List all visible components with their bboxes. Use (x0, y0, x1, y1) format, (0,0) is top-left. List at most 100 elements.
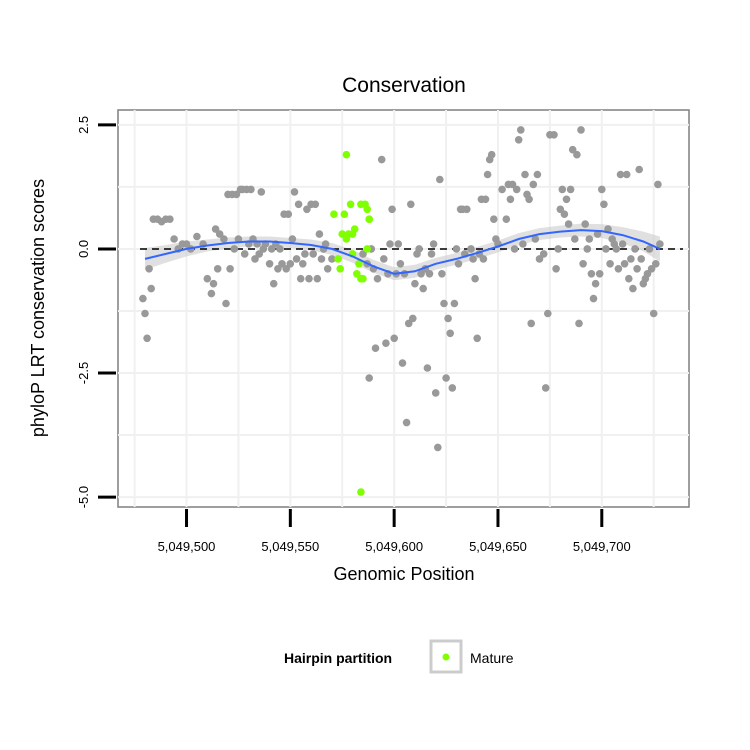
point-mature (363, 205, 372, 214)
point-mature (363, 245, 372, 253)
point-other (463, 205, 471, 214)
point-other (649, 309, 658, 318)
point-other (419, 284, 428, 293)
point-other (220, 235, 228, 243)
point-other (234, 235, 243, 243)
point-other (602, 245, 610, 253)
point-other (487, 150, 496, 159)
point-other (317, 255, 326, 263)
point-other (654, 180, 662, 189)
point-other (288, 235, 297, 243)
x-tick-label: 5,049,700 (573, 539, 631, 554)
point-other (591, 279, 600, 288)
point-other (371, 344, 380, 353)
point-mature (346, 200, 355, 209)
point-other (446, 329, 455, 338)
point-other (411, 279, 419, 288)
point-other (207, 289, 216, 298)
point-other (577, 126, 585, 134)
point-other (309, 250, 318, 258)
point-other (407, 200, 415, 209)
data-points (139, 126, 664, 496)
point-other (141, 309, 149, 318)
point-other (294, 200, 303, 209)
point-other (467, 245, 475, 253)
point-other (276, 245, 284, 253)
point-other (315, 230, 324, 238)
point-other (558, 185, 567, 194)
point-other (525, 195, 533, 204)
point-other (373, 274, 382, 283)
point-other (479, 255, 488, 263)
point-other (438, 270, 446, 278)
point-other (571, 235, 579, 243)
point-other (211, 225, 220, 233)
point-other (222, 299, 230, 308)
confidence-band (145, 223, 660, 281)
point-other (284, 210, 293, 218)
x-axis: 5,049,500 5,049,550 5,049,600 5,049,650 5,04… (158, 509, 631, 554)
point-other (633, 265, 641, 273)
point-other (145, 265, 153, 273)
point-other (303, 205, 311, 214)
point-other (431, 389, 440, 397)
point-mature (357, 488, 365, 496)
point-other (589, 294, 598, 303)
point-other (652, 260, 660, 268)
point-other (535, 255, 544, 263)
point-other (618, 240, 627, 248)
point-other (230, 245, 239, 253)
point-other (450, 299, 459, 308)
point-other (512, 185, 521, 194)
point-other (313, 274, 322, 283)
point-other (635, 165, 643, 174)
point-other (498, 185, 506, 194)
x-tick-label: 5,049,500 (158, 539, 216, 554)
point-other (290, 188, 299, 196)
point-other (382, 339, 390, 348)
point-other (417, 270, 425, 278)
point-other (595, 270, 604, 278)
point-other (436, 175, 444, 184)
point-other (415, 245, 423, 253)
point-other (616, 170, 625, 179)
point-other (452, 245, 461, 253)
point-other (514, 136, 523, 144)
point-other (564, 220, 573, 228)
y-axis: 2.5 0.0 -2.5 -5.0 (76, 116, 116, 508)
point-other (554, 245, 562, 253)
point-other (444, 314, 452, 323)
point-other (240, 250, 249, 258)
point-other (404, 319, 413, 328)
point-other (643, 270, 652, 278)
point-mature (359, 274, 367, 283)
point-mature (342, 150, 351, 159)
point-other (533, 170, 542, 179)
legend: Hairpin partition Mature (284, 639, 514, 674)
point-other (323, 265, 332, 273)
point-other (629, 284, 637, 293)
point-mature (365, 215, 374, 223)
point-other (566, 185, 575, 194)
point-other (552, 265, 560, 273)
point-other (529, 180, 538, 189)
point-other (625, 274, 633, 283)
point-other (292, 255, 301, 263)
point-other (386, 240, 394, 248)
point-other (321, 240, 330, 248)
point-other (585, 235, 594, 243)
x-tick-label: 5,049,600 (365, 539, 423, 554)
point-other (627, 255, 635, 263)
point-other (388, 205, 396, 214)
point-other (560, 210, 569, 218)
point-other (274, 265, 282, 273)
point-other (143, 334, 151, 343)
point-other (539, 250, 548, 258)
x-tick-label: 5,049,650 (469, 539, 527, 554)
smooth-line (144, 229, 661, 275)
point-other (519, 240, 527, 248)
point-other (427, 250, 436, 258)
chart-title: Conservation (342, 74, 466, 97)
point-other (587, 270, 596, 278)
